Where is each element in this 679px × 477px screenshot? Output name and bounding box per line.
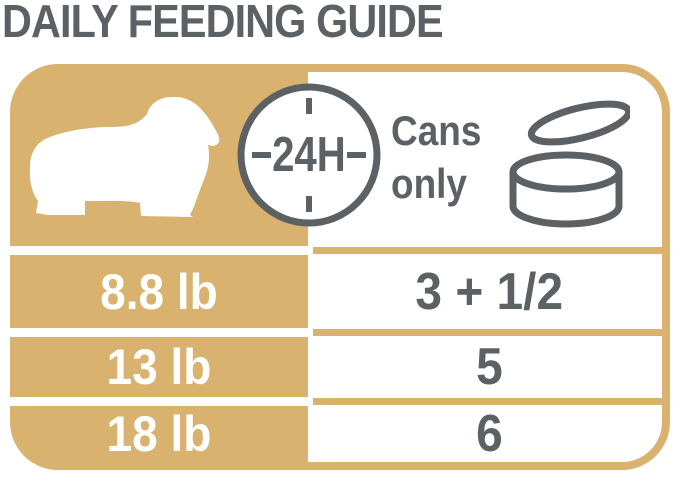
row-separator-right-3	[313, 398, 666, 405]
page-title: DAILY FEEDING GUIDE	[2, 0, 492, 47]
24h-clock-icon	[237, 83, 381, 227]
row-separator-left-2	[10, 328, 308, 337]
page-title-text: DAILY FEEDING GUIDE	[2, 0, 444, 47]
row-separator-right-2	[313, 329, 666, 336]
cans-only-label: Cans only	[391, 107, 482, 207]
row-separator-left-1	[10, 246, 308, 255]
feeding-table: 24H Cans only 8.8 lb 3 + 1/2 13 lb	[10, 64, 670, 470]
can-rim	[509, 151, 623, 193]
clock-tick-right	[347, 152, 366, 158]
can-lid	[527, 100, 630, 146]
weight-cell-row-3: 18 lb	[106, 406, 212, 462]
dachshund-dog-icon	[29, 97, 220, 217]
row-separator-right-1	[313, 247, 666, 254]
cans-cell-row-3: 6	[475, 405, 503, 463]
clock-tick-bottom	[306, 196, 312, 212]
clock-tick-left	[252, 152, 271, 158]
weight-cell-row-2: 13 lb	[106, 338, 212, 395]
row-separator-left-3	[10, 397, 308, 406]
cans-cell-row-2: 5	[475, 337, 503, 396]
clock-24h-label: 24H	[272, 128, 346, 182]
clock-tick-top	[306, 98, 312, 114]
open-can-icon	[509, 100, 630, 228]
cans-cell-row-1: 3 + 1/2	[415, 262, 563, 321]
weight-cell-row-1: 8.8 lb	[100, 263, 218, 320]
